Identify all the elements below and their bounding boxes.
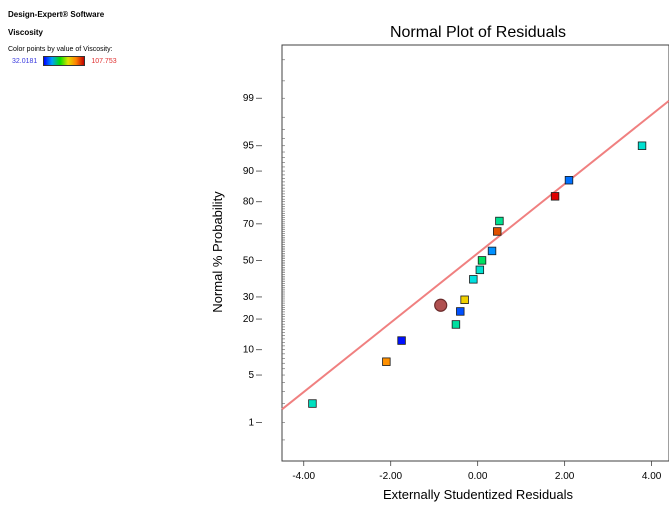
y-tick-label: 70 xyxy=(243,219,255,230)
data-point xyxy=(487,246,497,256)
app-title: Design-Expert® Software xyxy=(8,10,105,19)
data-point xyxy=(477,256,487,265)
data-point xyxy=(451,320,461,329)
color-min-label: 32.0181 xyxy=(12,57,38,65)
x-tick-label: 2.00 xyxy=(555,471,575,482)
data-point xyxy=(382,357,391,366)
sidebar-info: Design-Expert® Software Viscosity Color … xyxy=(8,10,188,66)
response-name: Viscosity xyxy=(8,28,43,37)
y-axis-ticks: 1 5 10 20 30 50 70 80 90 95 99 xyxy=(243,59,285,441)
x-tick-label: -2.00 xyxy=(379,471,402,482)
data-point xyxy=(460,295,469,304)
data-point xyxy=(564,176,574,185)
y-tick-label: 95 xyxy=(243,141,255,152)
reference-line-group xyxy=(281,99,669,411)
plot-frame xyxy=(281,44,669,462)
x-axis-ticks: -4.00 -2.00 0.00 2.00 4.00 xyxy=(292,461,662,482)
data-point xyxy=(637,141,647,150)
y-tick-label: 10 xyxy=(243,345,255,356)
y-tick-label: 50 xyxy=(243,255,255,266)
y-tick-label: 5 xyxy=(248,370,254,381)
data-point xyxy=(308,399,317,408)
data-point xyxy=(550,192,560,201)
reference-line xyxy=(281,99,669,411)
y-tick-label: 80 xyxy=(243,197,255,208)
chart-title: Normal Plot of Residuals xyxy=(390,24,566,41)
y-tick-label: 90 xyxy=(243,166,255,177)
color-description: Color points by value of Viscosity: xyxy=(8,46,113,53)
color-legend: 32.0181 107.753 xyxy=(8,56,188,66)
x-tick-label: 4.00 xyxy=(642,471,662,482)
data-point xyxy=(495,216,504,226)
color-gradient-bar xyxy=(43,56,86,66)
x-tick-label: 0.00 xyxy=(468,471,488,482)
data-point xyxy=(469,275,478,284)
data-point xyxy=(456,307,465,316)
y-tick-label: 1 xyxy=(248,418,254,429)
x-tick-label: -4.00 xyxy=(292,471,315,482)
color-max-label: 107.753 xyxy=(91,57,117,65)
x-axis-title: Externally Studentized Residuals xyxy=(383,487,574,502)
y-tick-label: 99 xyxy=(243,93,255,104)
data-point xyxy=(397,336,406,345)
highlighted-point xyxy=(434,298,448,312)
y-axis-title: Normal % Probability xyxy=(210,191,225,313)
data-point xyxy=(493,227,502,236)
data-point xyxy=(475,265,485,275)
y-tick-label: 20 xyxy=(243,314,255,325)
data-points xyxy=(308,141,647,408)
y-tick-label: 30 xyxy=(243,292,255,303)
